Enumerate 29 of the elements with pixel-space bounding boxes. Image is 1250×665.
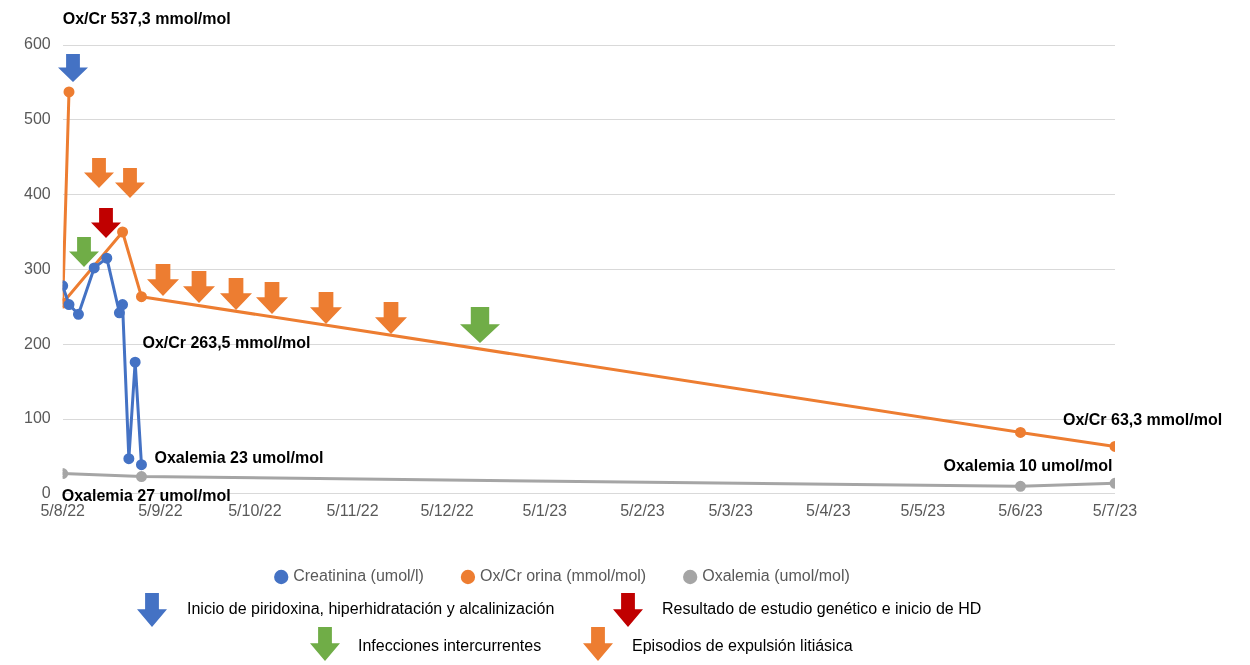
- x-tick-label: 5/3/23: [708, 501, 753, 519]
- legend-label: Oxalemia (umol/mol): [702, 567, 850, 585]
- x-tick-label: 5/7/23: [1092, 501, 1138, 519]
- y-tick-label: 400: [23, 185, 51, 203]
- text: Inicio de piridoxina, hiperhidratación y alcalinización: [187, 600, 555, 618]
- y-tick-label: 600: [23, 35, 51, 53]
- y-tick-label: 0: [41, 484, 51, 502]
- y-tick-label: 100: [23, 409, 51, 427]
- y-tick-label: 200: [23, 334, 51, 352]
- annotation: Ox/Cr 263,5 mmol/mol: [142, 334, 311, 352]
- x-tick-label: 5/1/23: [522, 501, 568, 519]
- annotation: Oxalemia 23 umol/mol: [154, 449, 324, 466]
- x-tick-label: 5/5/23: [900, 501, 946, 519]
- text: Infecciones intercurrentes: [358, 637, 542, 655]
- x-tick-label: 5/11/22: [326, 501, 379, 519]
- legend-label: Creatinina (umol/l): [293, 567, 424, 585]
- annotation: Ox/Cr 63,3 mmol/mol: [1063, 410, 1223, 428]
- text: Resultado de estudio genético e inicio de HD: [662, 600, 982, 618]
- text: Ox/Cr 537,3 mmol/mol: [62, 10, 231, 28]
- x-tick-label: 5/2/23: [620, 501, 665, 519]
- annotation: Oxalemia 10 umol/mol: [943, 456, 1113, 474]
- x-tick-label: 5/6/23: [998, 501, 1043, 519]
- x-tick-label: 5/12/22: [420, 501, 474, 519]
- y-tick-label: 300: [23, 259, 51, 277]
- text: Episodios de expulsión litiásica: [632, 637, 853, 655]
- legend-label: Ox/Cr orina (mmol/mol): [479, 567, 647, 585]
- x-tick-label: 5/4/23: [806, 501, 851, 519]
- y-tick-label: 500: [23, 110, 51, 128]
- x-tick-label: 5/10/22: [228, 501, 282, 519]
